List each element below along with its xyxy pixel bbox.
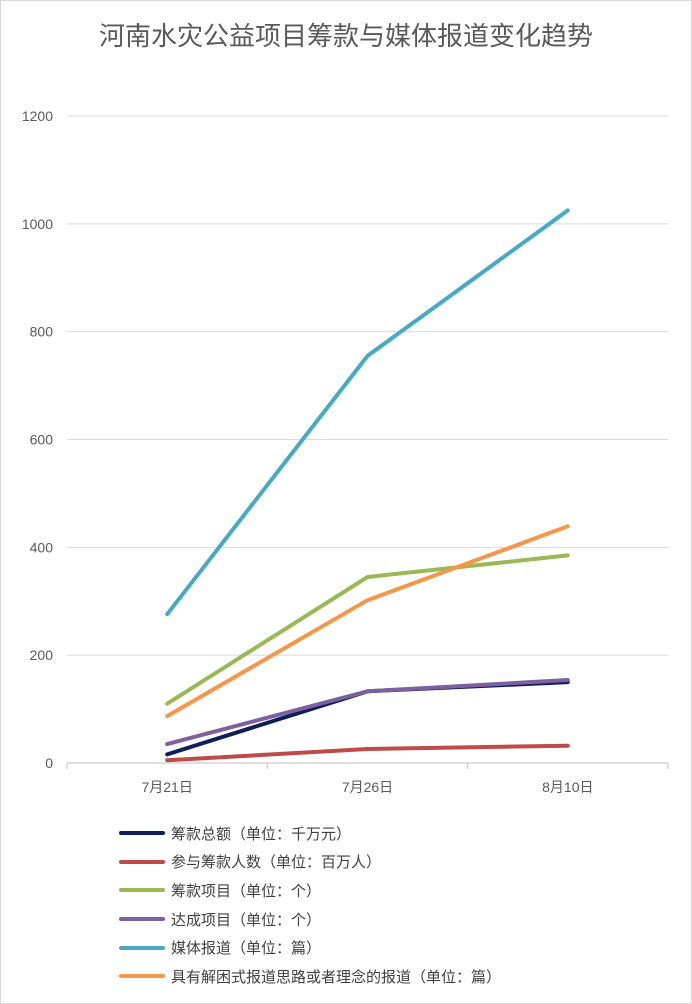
y-tick-label: 600: [30, 432, 54, 448]
legend-swatch: [119, 888, 165, 893]
y-tick-label: 1000: [22, 216, 53, 232]
x-tick-label: 7月21日: [141, 779, 192, 795]
legend-swatch: [119, 831, 165, 836]
legend-label: 筹款总额（单位：千万元）: [171, 824, 352, 843]
series-line-6: [165, 524, 570, 719]
legend-swatch: [119, 945, 165, 950]
legend-item-3: 筹款项目（单位：个）: [119, 876, 501, 905]
legend-label: 参与筹款人数（单位：百万人）: [171, 853, 382, 872]
y-tick-label: 800: [30, 324, 54, 340]
y-tick-label: 0: [45, 755, 53, 771]
x-tick-label: 8月10日: [542, 779, 593, 795]
series-line-4: [165, 678, 570, 747]
series-line-2: [165, 743, 570, 763]
legend: 筹款总额（单位：千万元） 参与筹款人数（单位：百万人） 筹款项目（单位：个） 达成项目…: [119, 819, 501, 991]
legend-label: 具有解困式报道思路或者理念的报道（单位：篇）: [171, 967, 502, 986]
legend-item-5: 媒体报道（单位：篇）: [119, 933, 501, 962]
legend-swatch: [119, 917, 165, 922]
series-line-3: [165, 553, 570, 706]
x-tick-label: 7月26日: [342, 779, 393, 795]
legend-swatch: [119, 859, 165, 864]
legend-item-6: 具有解困式报道思路或者理念的报道（单位：篇）: [119, 962, 501, 991]
legend-item-2: 参与筹款人数（单位：百万人）: [119, 848, 501, 877]
legend-label: 筹款项目（单位：个）: [171, 881, 322, 900]
y-tick-label: 1200: [22, 108, 53, 124]
legend-swatch: [119, 974, 165, 979]
legend-label: 媒体报道（单位：篇）: [171, 939, 322, 958]
y-tick-label: 400: [30, 539, 54, 555]
chart-title: 河南水灾公益项目筹款与媒体报道变化趋势: [98, 22, 593, 52]
legend-label: 达成项目（单位：个）: [171, 910, 322, 929]
legend-item-4: 达成项目（单位：个）: [119, 905, 501, 934]
y-tick-label: 200: [30, 647, 54, 663]
series-line-5: [165, 208, 570, 617]
legend-item-1: 筹款总额（单位：千万元）: [119, 819, 501, 848]
